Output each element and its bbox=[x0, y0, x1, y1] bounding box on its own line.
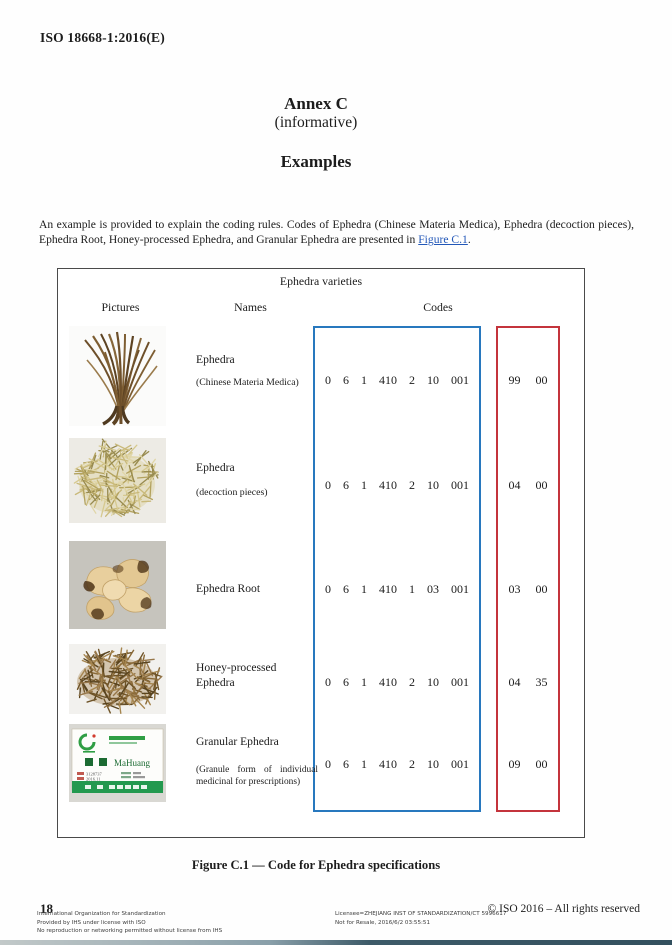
annex-title: Annex C bbox=[284, 94, 348, 113]
picture-ephedra-decoction-pieces bbox=[69, 438, 166, 523]
row-code: 0 6 1 410 2 10 001 bbox=[325, 675, 469, 689]
row-name: Granular Ephedra bbox=[196, 735, 279, 748]
copyright-notice: © ISO 2016 – All rights reserved bbox=[487, 903, 640, 915]
figure-c1-link[interactable]: Figure C.1 bbox=[418, 233, 468, 247]
column-header-pictures: Pictures bbox=[101, 300, 140, 314]
row-code: 0 6 1 410 2 10 001 bbox=[325, 757, 469, 771]
row-spec-code: 04 35 bbox=[508, 675, 548, 689]
footer-line: Licensee=ZHEJIANG INST OF STANDARDIZATIO… bbox=[335, 911, 507, 917]
footer-line: Provided by IHS under license with ISO bbox=[37, 919, 146, 926]
row-code: 0 6 1 410 2 10 001 bbox=[325, 373, 469, 387]
annex-subtitle: (informative) bbox=[274, 114, 358, 131]
picture-ephedra-herb bbox=[69, 326, 166, 426]
row-subtitle: (decoction pieces) bbox=[196, 487, 268, 498]
row-name: Ephedra Root bbox=[196, 582, 261, 595]
row-code: 0 6 1 410 2 10 001 bbox=[325, 478, 469, 492]
picture-granular-ephedra-label: MaHuang 3128737 2016.11 bbox=[69, 724, 166, 802]
spec-code-box-red bbox=[496, 326, 560, 812]
footer-license-left: International Organization for Standardi… bbox=[37, 910, 222, 936]
footer-license-center: Licensee=ZHEJIANG INST OF STANDARDIZATIO… bbox=[335, 910, 506, 927]
intro-text-end: . bbox=[467, 233, 471, 247]
row-spec-code: 03 00 bbox=[508, 582, 548, 596]
intro-paragraph: An example is provided to explain the co… bbox=[39, 217, 634, 248]
row-name: Ephedra bbox=[196, 461, 235, 474]
figure-table-title: Ephedra varieties bbox=[279, 274, 363, 288]
row-spec-code: 09 00 bbox=[508, 757, 548, 771]
row-code: 0 6 1 410 1 03 001 bbox=[325, 582, 469, 596]
intro-text: An example is provided to explain the co… bbox=[39, 218, 634, 247]
row-name: Ephedra bbox=[196, 353, 235, 366]
footer-line: No reproduction or networking permitted … bbox=[37, 928, 223, 935]
footer-line: Not for Resale, 2016/6/2 03:55:51 bbox=[335, 919, 431, 926]
row-name: Honey-processed Ephedra bbox=[196, 661, 277, 690]
standard-number: ISO 18668-1:2016(E) bbox=[40, 30, 165, 45]
picture-honey-processed-ephedra bbox=[69, 644, 166, 714]
figure-caption: Figure C.1 — Code for Ephedra specificat… bbox=[191, 858, 441, 872]
page-number: 18 bbox=[40, 901, 53, 916]
svg-text:2016.11: 2016.11 bbox=[86, 777, 100, 782]
row-spec-code: 99 00 bbox=[508, 373, 548, 387]
section-title: Examples bbox=[280, 152, 352, 171]
column-header-names: Names bbox=[234, 300, 267, 314]
row-subtitle: (Chinese Materia Medica) bbox=[196, 377, 299, 388]
row-subtitle: (Granule form of individual medicinal fo… bbox=[196, 765, 318, 787]
picture-ephedra-root bbox=[69, 541, 166, 629]
column-header-codes: Codes bbox=[423, 300, 453, 314]
page-bottom-edge bbox=[0, 940, 672, 945]
svg-text:3128737: 3128737 bbox=[86, 772, 103, 777]
figure-table: Ephedra varieties Pictures Names Codes bbox=[57, 268, 585, 838]
label-pinyin-text: MaHuang bbox=[114, 758, 150, 768]
code-box-blue bbox=[313, 326, 481, 812]
footer-line: International Organization for Standardi… bbox=[37, 911, 166, 917]
row-spec-code: 04 00 bbox=[508, 478, 548, 492]
